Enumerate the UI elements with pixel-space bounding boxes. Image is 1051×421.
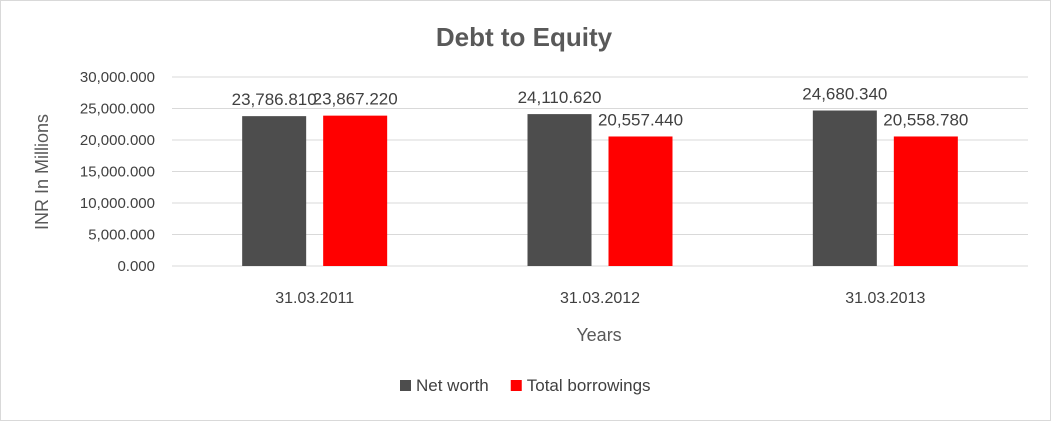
legend-label: Net worth xyxy=(416,376,489,395)
legend-swatch xyxy=(400,380,411,391)
bar-total-borrowings xyxy=(323,115,388,267)
bar-total-borrowings xyxy=(608,136,673,266)
data-label: 23,786.810 xyxy=(232,90,317,109)
bar-net-worth xyxy=(242,116,307,266)
y-axis-tick-labels: 0.000 5,000.000 10,000.000 15,000.000 20,000… xyxy=(80,69,155,275)
y-tick-label: 25,000.000 xyxy=(80,101,155,118)
legend: Net worth Total borrowings xyxy=(400,376,651,395)
bar-total-borrowings xyxy=(893,136,958,266)
x-axis-title: Years xyxy=(576,325,621,345)
x-category-label: 31.03.2011 xyxy=(275,290,354,307)
y-tick-label: 30,000.000 xyxy=(80,69,155,86)
x-category-label: 31.03.2013 xyxy=(845,290,925,307)
gridlines xyxy=(172,76,1028,235)
data-label: 20,557.440 xyxy=(598,110,683,129)
bar-net-worth xyxy=(527,114,592,267)
x-category-label: 31.03.2012 xyxy=(560,290,640,307)
chart-title: Debt to Equity xyxy=(436,22,613,52)
legend-label: Total borrowings xyxy=(527,376,651,395)
y-tick-label: 20,000.000 xyxy=(80,132,155,149)
data-label: 24,110.620 xyxy=(518,88,602,107)
legend-swatch xyxy=(510,380,522,391)
data-label: 23,867.220 xyxy=(313,90,398,109)
bar-net-worth xyxy=(812,110,877,266)
y-tick-label: 0.000 xyxy=(117,258,155,275)
data-label: 24,680.340 xyxy=(802,85,887,104)
bars xyxy=(242,110,958,267)
x-axis-category-labels: 31.03.2011 31.03.2012 31.03.2013 xyxy=(275,290,925,307)
y-tick-label: 15,000.000 xyxy=(80,164,155,181)
y-axis-title: INR In Millions xyxy=(32,114,52,230)
y-tick-label: 10,000.000 xyxy=(80,195,155,212)
y-tick-label: 5,000.000 xyxy=(88,227,155,244)
data-label: 20,558.780 xyxy=(883,110,968,129)
